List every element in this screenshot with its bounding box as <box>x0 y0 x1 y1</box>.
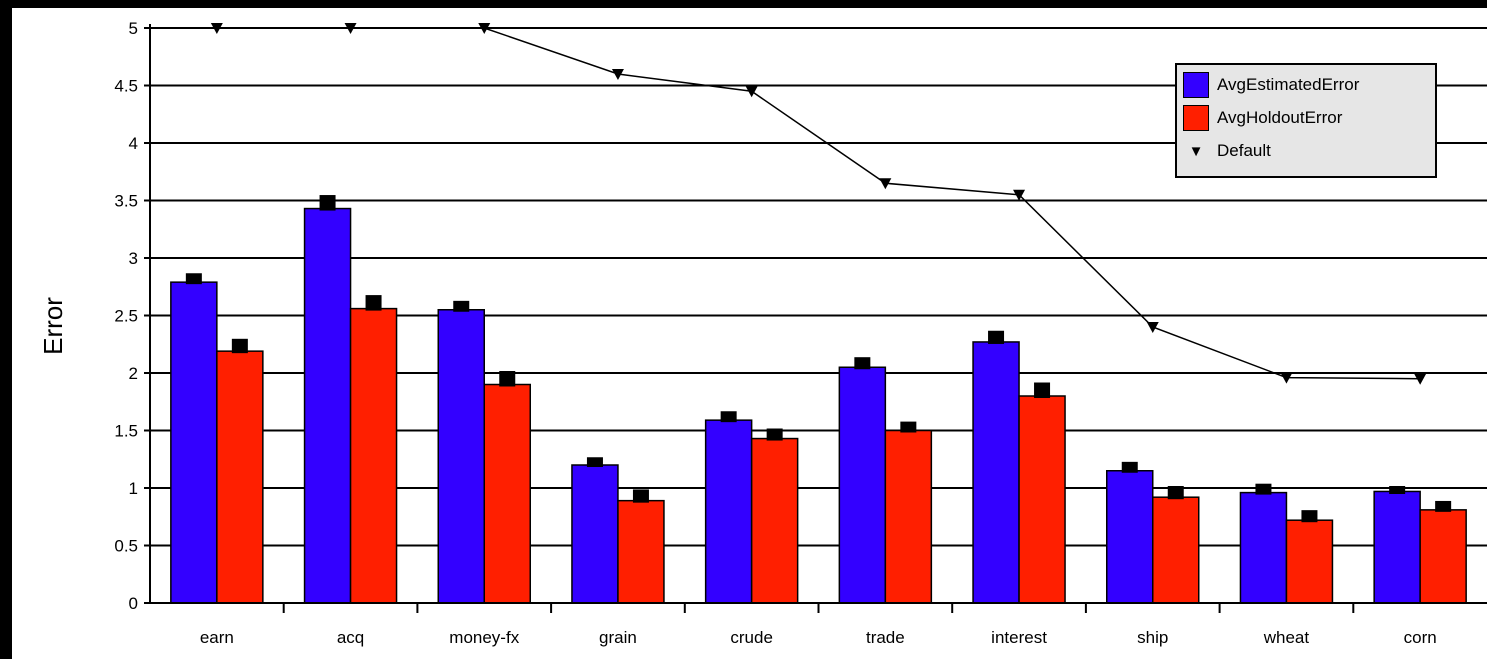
bar <box>349 307 398 604</box>
y-tick-label: 0 <box>129 594 138 613</box>
error-marker <box>988 330 1005 344</box>
error-marker <box>1435 500 1452 512</box>
bar <box>1106 470 1154 604</box>
default-point <box>1280 372 1293 384</box>
error-marker <box>1255 483 1272 495</box>
bar <box>1239 491 1288 604</box>
error-marker <box>1301 510 1318 523</box>
default-point <box>478 23 491 34</box>
y-tick-label: 2 <box>129 364 138 383</box>
legend-item-default: ▼ Default <box>1183 137 1271 165</box>
bar <box>838 366 887 604</box>
error-marker <box>766 428 783 441</box>
bars <box>170 207 1467 604</box>
legend-swatch-estimated <box>1183 72 1209 98</box>
x-tick-label: trade <box>866 628 905 647</box>
bar <box>617 499 665 604</box>
error-marker <box>586 457 603 467</box>
error-markers <box>185 195 1452 523</box>
error-marker <box>499 371 516 387</box>
error-marker <box>1167 486 1184 500</box>
bar <box>884 429 933 604</box>
chart-frame: 0 0.5 1 1.5 2 2.5 3 3.5 4 4.5 5 earn acq money-fx grai… <box>12 8 1487 659</box>
default-point <box>879 178 892 190</box>
error-marker <box>854 357 871 370</box>
bar <box>1373 490 1421 604</box>
error-marker <box>453 300 470 312</box>
x-tick-label: interest <box>991 628 1047 647</box>
error-marker <box>319 195 336 211</box>
y-tick-label: 1 <box>129 479 138 498</box>
error-marker <box>900 421 917 433</box>
bar <box>437 309 485 604</box>
bar <box>1285 519 1334 604</box>
legend-label-estimated: AvgEstimatedError <box>1217 75 1360 94</box>
y-tick-label: 2.5 <box>114 307 138 326</box>
error-marker <box>632 489 649 503</box>
bar <box>303 207 352 604</box>
bar <box>216 350 264 604</box>
default-point <box>344 23 357 34</box>
x-tick-label: earn <box>200 628 234 647</box>
x-tick-label: acq <box>337 628 364 647</box>
bar <box>1152 496 1200 604</box>
y-tick-label: 4.5 <box>114 77 138 96</box>
bar <box>750 437 799 604</box>
y-tick-label: 5 <box>129 19 138 38</box>
default-point <box>210 23 223 34</box>
bar <box>1419 509 1467 604</box>
legend-item-holdout: AvgHoldoutError <box>1183 104 1342 132</box>
y-tick-label: 0.5 <box>114 537 138 556</box>
y-axis-title: Error <box>38 297 68 355</box>
y-tick-label: 4 <box>129 134 138 153</box>
legend: AvgEstimatedError AvgHoldoutError ▼ Defa… <box>1175 63 1437 178</box>
y-tick-label: 3.5 <box>114 192 138 211</box>
y-tick-label: 3 <box>129 249 138 268</box>
x-tick-label: grain <box>599 628 637 647</box>
y-tick-label: 1.5 <box>114 422 138 441</box>
legend-label-default: Default <box>1217 141 1271 160</box>
x-tick-label: corn <box>1404 628 1437 647</box>
bar <box>972 341 1020 604</box>
default-point <box>1146 322 1159 333</box>
x-tick-label: money-fx <box>449 628 519 647</box>
x-tick-label: ship <box>1137 628 1168 647</box>
default-point <box>1414 373 1427 385</box>
error-marker <box>185 273 202 285</box>
default-point <box>611 69 624 80</box>
error-marker <box>365 295 382 311</box>
legend-label-holdout: AvgHoldoutError <box>1217 108 1343 127</box>
x-tick-label: wheat <box>1263 628 1310 647</box>
axes: 0 0.5 1 1.5 2 2.5 3 3.5 4 4.5 5 earn acq money-fx grai… <box>114 19 1487 647</box>
legend-item-estimated: AvgEstimatedError <box>1183 71 1359 99</box>
legend-swatch-holdout <box>1183 105 1209 131</box>
bar <box>483 383 531 604</box>
x-tick-label: crude <box>730 628 773 647</box>
default-point <box>1013 189 1026 201</box>
error-bar-chart: 0 0.5 1 1.5 2 2.5 3 3.5 4 4.5 5 earn acq money-fx grai… <box>38 19 1487 647</box>
bar <box>704 419 753 604</box>
triangle-down-icon: ▼ <box>1188 142 1204 160</box>
bar <box>170 281 218 604</box>
error-marker <box>720 411 737 423</box>
bar <box>571 464 619 604</box>
default-line <box>210 23 1427 385</box>
bar <box>1018 395 1066 604</box>
error-marker <box>1389 486 1406 494</box>
default-point <box>745 86 758 98</box>
default-series-line <box>216 27 1421 380</box>
error-marker <box>231 338 248 354</box>
error-marker <box>1034 382 1051 398</box>
error-marker <box>1121 461 1138 473</box>
